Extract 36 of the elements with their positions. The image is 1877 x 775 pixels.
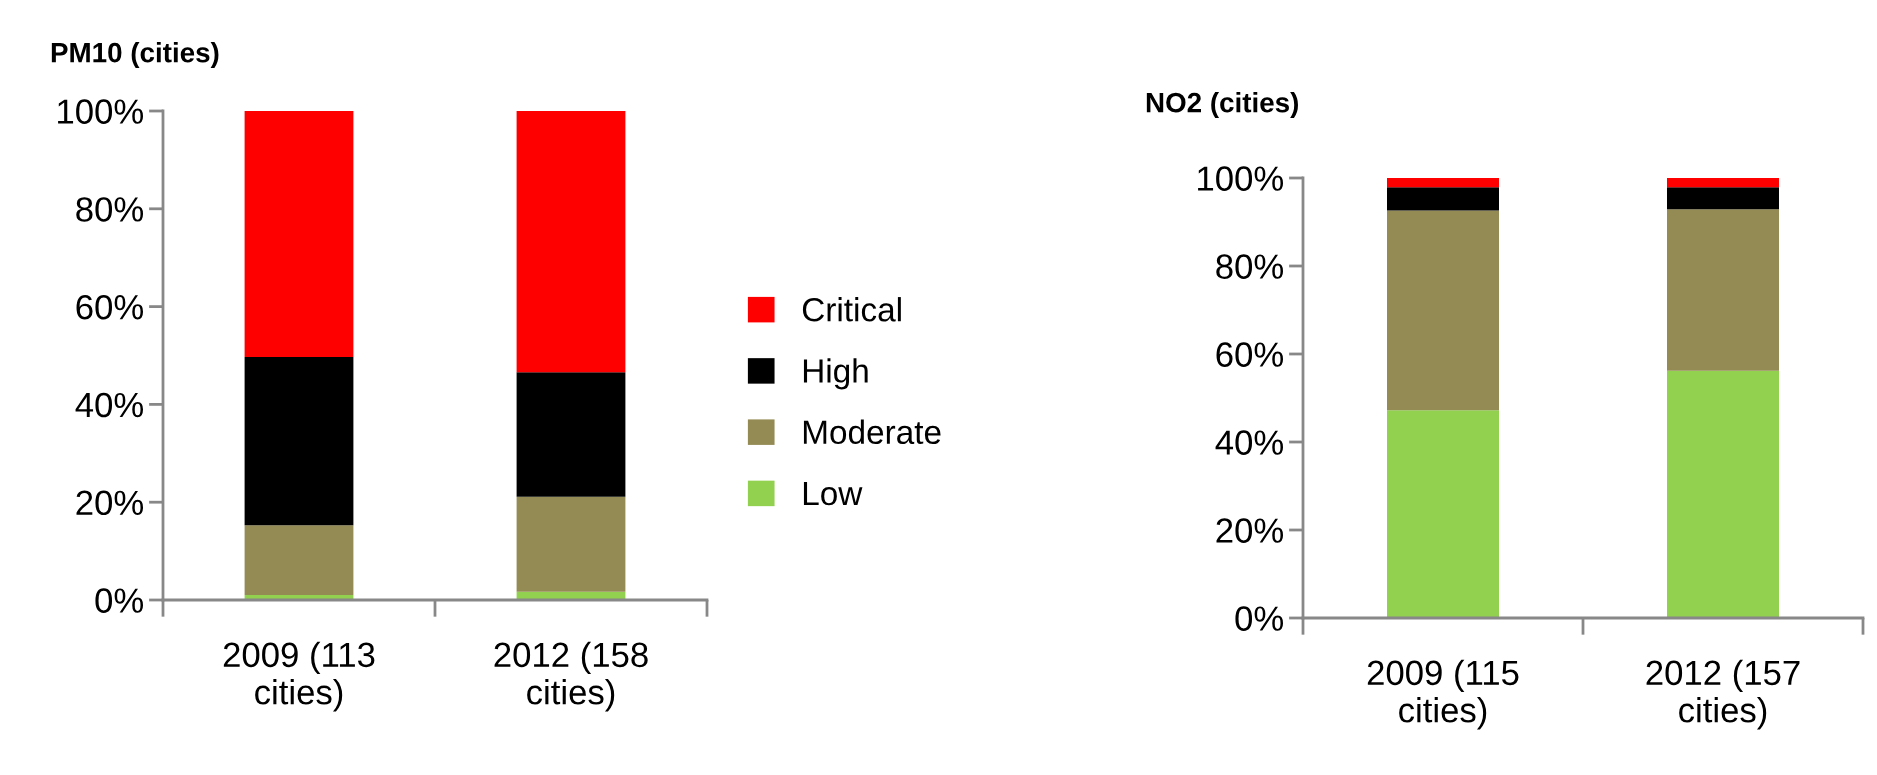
bar [1387,210,1499,411]
x-tick-label: 2012 (158 cities) [494,641,648,712]
x-tick-label: 2009 (113 cities) [223,641,375,712]
y-tick-label: 60% [1216,342,1284,367]
legend-label: Critical [802,297,901,322]
y-tick-label: 20% [1216,518,1284,543]
bar [244,111,354,357]
x-tick-label: 2009 (115 cities) [1367,659,1519,730]
legend-label: High [803,358,868,390]
y-tick-label: 40% [75,392,144,418]
bar [1667,187,1779,210]
bar [1667,209,1779,371]
x-tick-label: 2012 (157 cities) [1646,659,1800,730]
legend-label: Low [803,482,863,506]
y-tick-label: 80% [1216,254,1284,279]
y-tick-label: 100% [58,99,144,124]
bar [516,372,626,497]
chart-title: NO2 (cities) [1146,92,1298,118]
bar [1667,178,1779,188]
bar [244,356,354,526]
bar [1387,187,1499,211]
y-tick-label: 100% [1198,166,1284,191]
y-tick-label: 40% [1215,430,1284,455]
y-tick-label: 20% [76,490,144,516]
bar [1387,410,1499,618]
bar [516,111,626,373]
y-tick-label: 0% [95,588,144,613]
chart-title: PM10 (cities) [51,42,219,68]
legend-label: Moderate [803,419,941,445]
y-tick-label: 80% [76,197,144,222]
bar [1667,370,1779,618]
y-tick-label: 0% [1235,606,1284,631]
bar [516,496,626,592]
bar [244,525,354,596]
bar [1387,178,1499,188]
y-tick-label: 60% [76,294,144,320]
